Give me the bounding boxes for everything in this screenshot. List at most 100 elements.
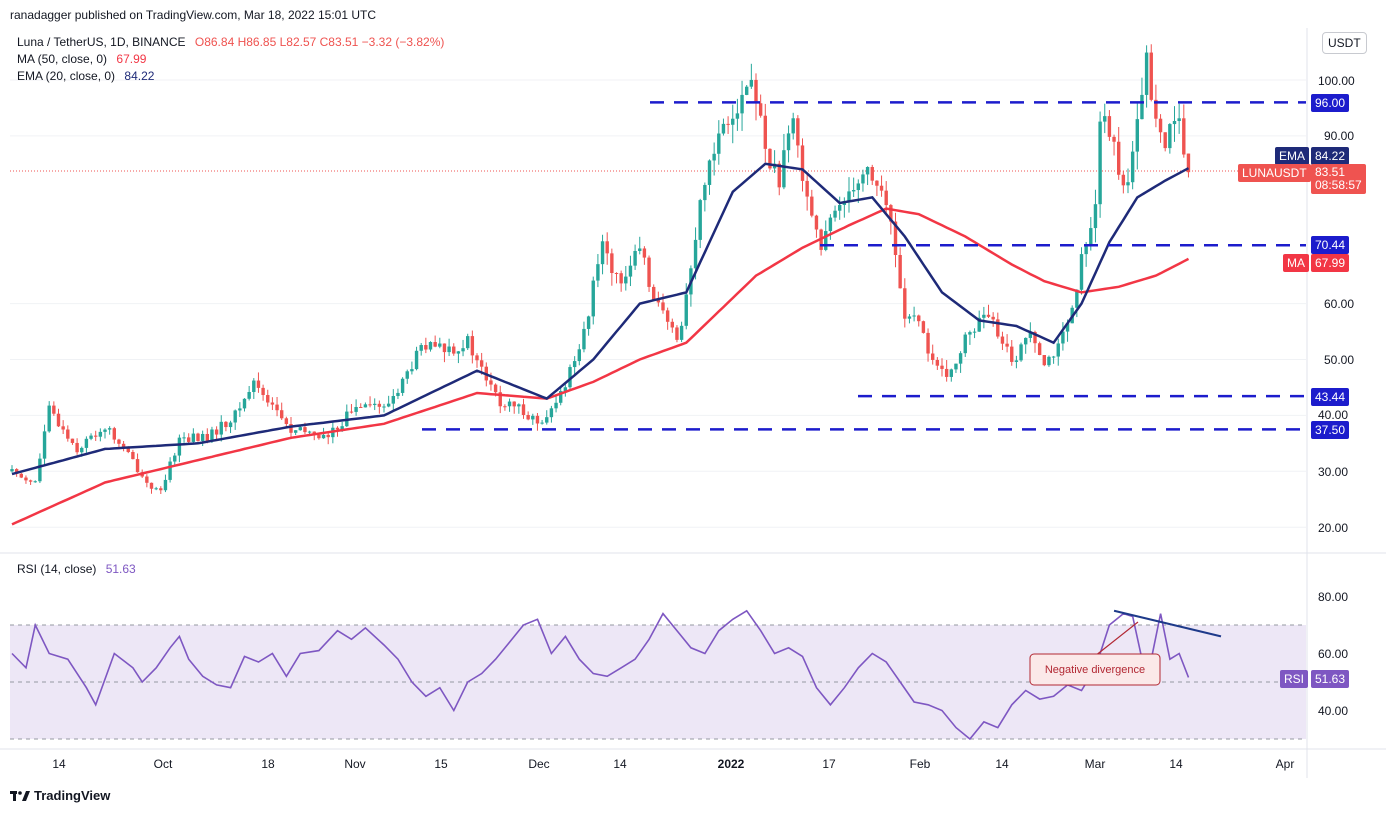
candle-body (410, 369, 414, 372)
candle-body (386, 403, 391, 407)
candle-body (968, 332, 972, 335)
candle-body (1177, 118, 1181, 121)
candle-body (442, 343, 447, 353)
ohlc-values: O86.84 H86.85 L82.57 C83.51 −3.32 (−3.82… (194, 35, 445, 49)
candle-body (238, 408, 242, 411)
candle-body (131, 451, 135, 460)
candle-body (1014, 360, 1019, 362)
annotation-text: Negative divergence (1045, 664, 1145, 676)
candle-body (456, 351, 461, 354)
symbol-axis-label: LUNAUSDT (1238, 164, 1311, 182)
candle-body (405, 371, 409, 379)
candle-body (293, 430, 298, 433)
symbol-legend[interactable]: Luna / TetherUS, 1D, BINANCE O86.84 H86.… (17, 35, 444, 49)
candle-body (931, 353, 935, 360)
currency-button[interactable]: USDT (1322, 32, 1367, 54)
candle-body (233, 410, 237, 423)
candle-body (903, 288, 907, 319)
candle-body (963, 334, 967, 354)
candle-body (359, 406, 363, 408)
candle-body (847, 191, 851, 202)
candle-body (1140, 94, 1144, 120)
candle-body (14, 469, 19, 474)
candle-body (517, 404, 521, 407)
candle-body (1047, 356, 1051, 366)
time-tick: 14 (613, 757, 627, 771)
candle-body (861, 174, 865, 184)
candle-body (354, 406, 358, 412)
candle-body (754, 79, 758, 104)
brand-name: TradingView (34, 788, 111, 803)
rsi-legend[interactable]: RSI (14, close) 51.63 (17, 562, 136, 576)
candle-body (735, 113, 740, 119)
candle-body (549, 408, 554, 418)
candle-body (596, 264, 600, 281)
candle-body (121, 443, 126, 448)
candle-body (679, 325, 684, 340)
candle-body (828, 217, 833, 232)
ma-legend-label: MA (50, close, 0) (17, 52, 108, 66)
candle-body (535, 415, 540, 424)
candle-body (1079, 254, 1084, 290)
candle-body (1084, 245, 1088, 255)
candle-body (280, 410, 284, 419)
candle-body (982, 314, 986, 318)
candle-body (126, 447, 130, 452)
candle-body (800, 145, 805, 181)
time-tick: Mar (1085, 757, 1106, 771)
candle-body (38, 458, 42, 482)
ma50-line (11, 207, 1190, 526)
candle-body (1163, 132, 1167, 149)
price-tick: 20.00 (1318, 521, 1348, 535)
ma-legend-value: 67.99 (116, 52, 147, 66)
candle-body (656, 300, 661, 303)
candle-body (1149, 52, 1153, 100)
candle-body (731, 118, 735, 125)
candle-body (954, 363, 958, 370)
candle-body (479, 360, 484, 367)
candle-body (373, 403, 377, 405)
level-tag-37-50: 37.50 (1311, 421, 1350, 439)
candle-body (838, 204, 842, 211)
candle-body (182, 437, 186, 439)
candlestick-series (10, 44, 1191, 495)
candle-body (684, 294, 688, 326)
candle-body (326, 434, 330, 438)
candle-body (1135, 119, 1139, 152)
candle-body (577, 349, 581, 362)
candle-body (66, 429, 70, 439)
candle-body (224, 421, 228, 428)
candle-body (107, 428, 112, 430)
annotation-box (1029, 653, 1161, 686)
candle-body (135, 459, 140, 473)
candle-body (875, 180, 879, 186)
ma-legend[interactable]: MA (50, close, 0) 67.99 (17, 52, 146, 66)
candle-body (693, 239, 698, 269)
candle-body (652, 286, 656, 301)
candle-body (163, 479, 168, 491)
ma-axis-label: MA (1283, 254, 1309, 272)
candle-body (717, 133, 721, 154)
candle-body (540, 422, 544, 424)
candle-body (768, 148, 772, 169)
candle-body (1107, 116, 1112, 137)
candle-body (303, 427, 307, 433)
candle-body (1182, 118, 1186, 155)
annotation-pointer (1094, 621, 1139, 657)
candle-body (856, 183, 860, 191)
candle-body (572, 361, 577, 368)
candle-body (610, 253, 614, 274)
ema-axis-value: 84.22 (1311, 147, 1350, 165)
price-tick: 100.00 (1318, 74, 1355, 88)
candle-body (33, 481, 37, 483)
tradingview-footer[interactable]: TradingView (10, 788, 110, 803)
candle-body (289, 423, 293, 433)
candle-body (1061, 331, 1065, 344)
level-tag-70-44: 70.44 (1311, 236, 1350, 254)
ema20-line (11, 162, 1190, 476)
ema-legend[interactable]: EMA (20, close, 0) 84.22 (17, 69, 154, 83)
candle-body (317, 434, 321, 439)
time-tick: 2022 (718, 757, 745, 771)
candle-body (177, 437, 182, 456)
